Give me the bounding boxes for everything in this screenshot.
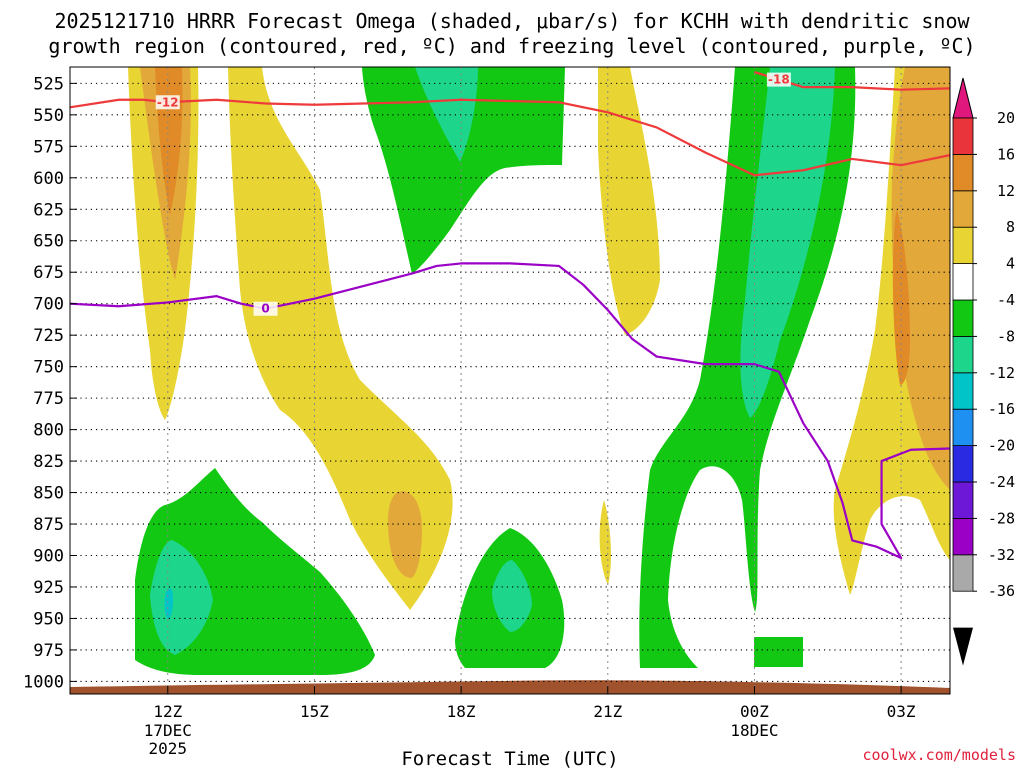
y-tick-label: 575 bbox=[33, 137, 64, 157]
y-tick-label: 625 bbox=[33, 200, 64, 220]
shade-green-small bbox=[754, 637, 803, 667]
horizontal-gridlines bbox=[70, 82, 950, 682]
colorbar-min-arrow bbox=[953, 627, 973, 666]
shade-yellow-21z bbox=[598, 67, 660, 335]
terrain bbox=[70, 680, 950, 694]
colorbar-tick-label: 12 bbox=[997, 182, 1015, 200]
shade-cyan-lower-12z bbox=[164, 588, 173, 619]
y-tick-label: 725 bbox=[33, 326, 64, 346]
x-tick-date: 17DEC bbox=[144, 721, 192, 740]
colorbar-tick-label: 4 bbox=[1006, 255, 1015, 273]
x-tick-label: 12Z bbox=[153, 702, 182, 721]
colorbar-segment bbox=[952, 518, 974, 556]
colorbar-max-arrow bbox=[952, 77, 974, 119]
colorbar-tick-label: -12 bbox=[988, 364, 1015, 382]
colorbar-segment bbox=[952, 335, 974, 374]
y-tick-label: 675 bbox=[33, 263, 64, 283]
y-tick-label: 875 bbox=[33, 515, 64, 535]
colorbar-tick-label: -32 bbox=[988, 546, 1015, 564]
shade-teal-lower-12z bbox=[150, 540, 213, 655]
y-tick-label: 775 bbox=[33, 389, 64, 409]
colorbar-tick-label: -8 bbox=[997, 327, 1015, 345]
colorbar-tick-label: 20 bbox=[997, 109, 1015, 127]
y-axis-ticks: 525 550 575 600 625 650 675 700 725 750 775 800 825 8… bbox=[23, 74, 77, 692]
y-tick-label: 975 bbox=[33, 641, 64, 661]
x-tick-year: 2025 bbox=[149, 739, 188, 758]
colorbar-segment bbox=[952, 408, 974, 447]
omega-shading bbox=[128, 67, 950, 675]
shade-teal-lower-19z bbox=[492, 560, 532, 632]
colorbar-segment bbox=[952, 481, 974, 519]
shade-teal-slant bbox=[740, 67, 835, 418]
colorbar-tick-label: -16 bbox=[988, 400, 1015, 418]
x-axis-label: Forecast Time (UTC) bbox=[401, 748, 618, 768]
vertical-gridlines bbox=[167, 67, 902, 694]
shade-yellow-21z-small bbox=[599, 500, 611, 585]
plot-border bbox=[69, 66, 951, 695]
contour-label-bg bbox=[253, 301, 278, 316]
x-tick-label: 15Z bbox=[300, 702, 329, 721]
colorbar-segment bbox=[952, 299, 974, 337]
contour-label: 0 bbox=[261, 302, 269, 316]
colorbar-segment bbox=[952, 153, 974, 192]
x-tick-label: 03Z bbox=[887, 702, 916, 721]
x-tick-date: 18DEC bbox=[730, 721, 778, 740]
x-tick-label: 21Z bbox=[593, 702, 622, 721]
y-tick-label: 800 bbox=[33, 421, 64, 441]
y-tick-label: 750 bbox=[33, 358, 64, 378]
colorbar-tick-label: -24 bbox=[988, 473, 1015, 491]
y-tick-label: 700 bbox=[33, 295, 64, 315]
contour-series: -12 -18 0 bbox=[69, 70, 951, 560]
contour-label-bg bbox=[155, 95, 180, 110]
colorbar-segment bbox=[952, 372, 974, 410]
contour-label: -12 bbox=[157, 95, 179, 109]
contour-label: -18 bbox=[768, 73, 790, 87]
x-tick-label: 18Z bbox=[447, 702, 476, 721]
colorbar-segment bbox=[952, 554, 974, 592]
y-tick-label: 825 bbox=[33, 452, 64, 472]
chart-title-line-2: growth region (contoured, red, ºC) and f… bbox=[48, 34, 975, 58]
contour-label-bg bbox=[766, 72, 791, 87]
colorbar-tick-label: 16 bbox=[997, 145, 1015, 163]
colorbar-segment bbox=[952, 445, 974, 483]
y-tick-label: 850 bbox=[33, 484, 64, 504]
colorbar-segment bbox=[952, 263, 974, 301]
y-tick-label: 650 bbox=[33, 232, 64, 252]
colorbar-segment bbox=[952, 117, 974, 155]
y-tick-label: 600 bbox=[33, 169, 64, 189]
y-tick-label: 1000 bbox=[23, 672, 64, 692]
shade-teal-upper bbox=[415, 67, 478, 162]
y-tick-label: 900 bbox=[33, 547, 64, 567]
shade-yellow-slant bbox=[228, 67, 453, 610]
x-tick-label: 00Z bbox=[740, 702, 769, 721]
y-tick-label: 925 bbox=[33, 578, 64, 598]
colorbar-segment bbox=[952, 190, 974, 228]
colorbar-tick-label: -36 bbox=[988, 582, 1015, 600]
credit-text: coolwx.com/models bbox=[862, 746, 1016, 764]
shade-darkorange-right bbox=[892, 210, 910, 385]
shade-orange-right bbox=[891, 67, 950, 490]
colorbar-tick-label: -4 bbox=[997, 291, 1015, 309]
colorbar-tick-label: -20 bbox=[988, 437, 1015, 455]
chart-title-line-1: 2025121710 HRRR Forecast Omega (shaded, … bbox=[54, 9, 970, 33]
colorbar: 20 16 12 8 4 -4 -8 -12 -16 -20 -24 -28 -32 -36 bbox=[952, 77, 1015, 666]
y-tick-label: 550 bbox=[33, 106, 64, 126]
colorbar-tick-label: 8 bbox=[1006, 218, 1015, 236]
colorbar-segment bbox=[952, 226, 974, 264]
shade-orange-17z bbox=[388, 491, 422, 579]
colorbar-tick-label: -28 bbox=[988, 509, 1015, 527]
shade-green-upper bbox=[362, 67, 565, 274]
plot-area: -12 -18 0 bbox=[69, 66, 951, 695]
y-tick-label: 950 bbox=[33, 609, 64, 629]
y-tick-label: 525 bbox=[33, 74, 64, 94]
